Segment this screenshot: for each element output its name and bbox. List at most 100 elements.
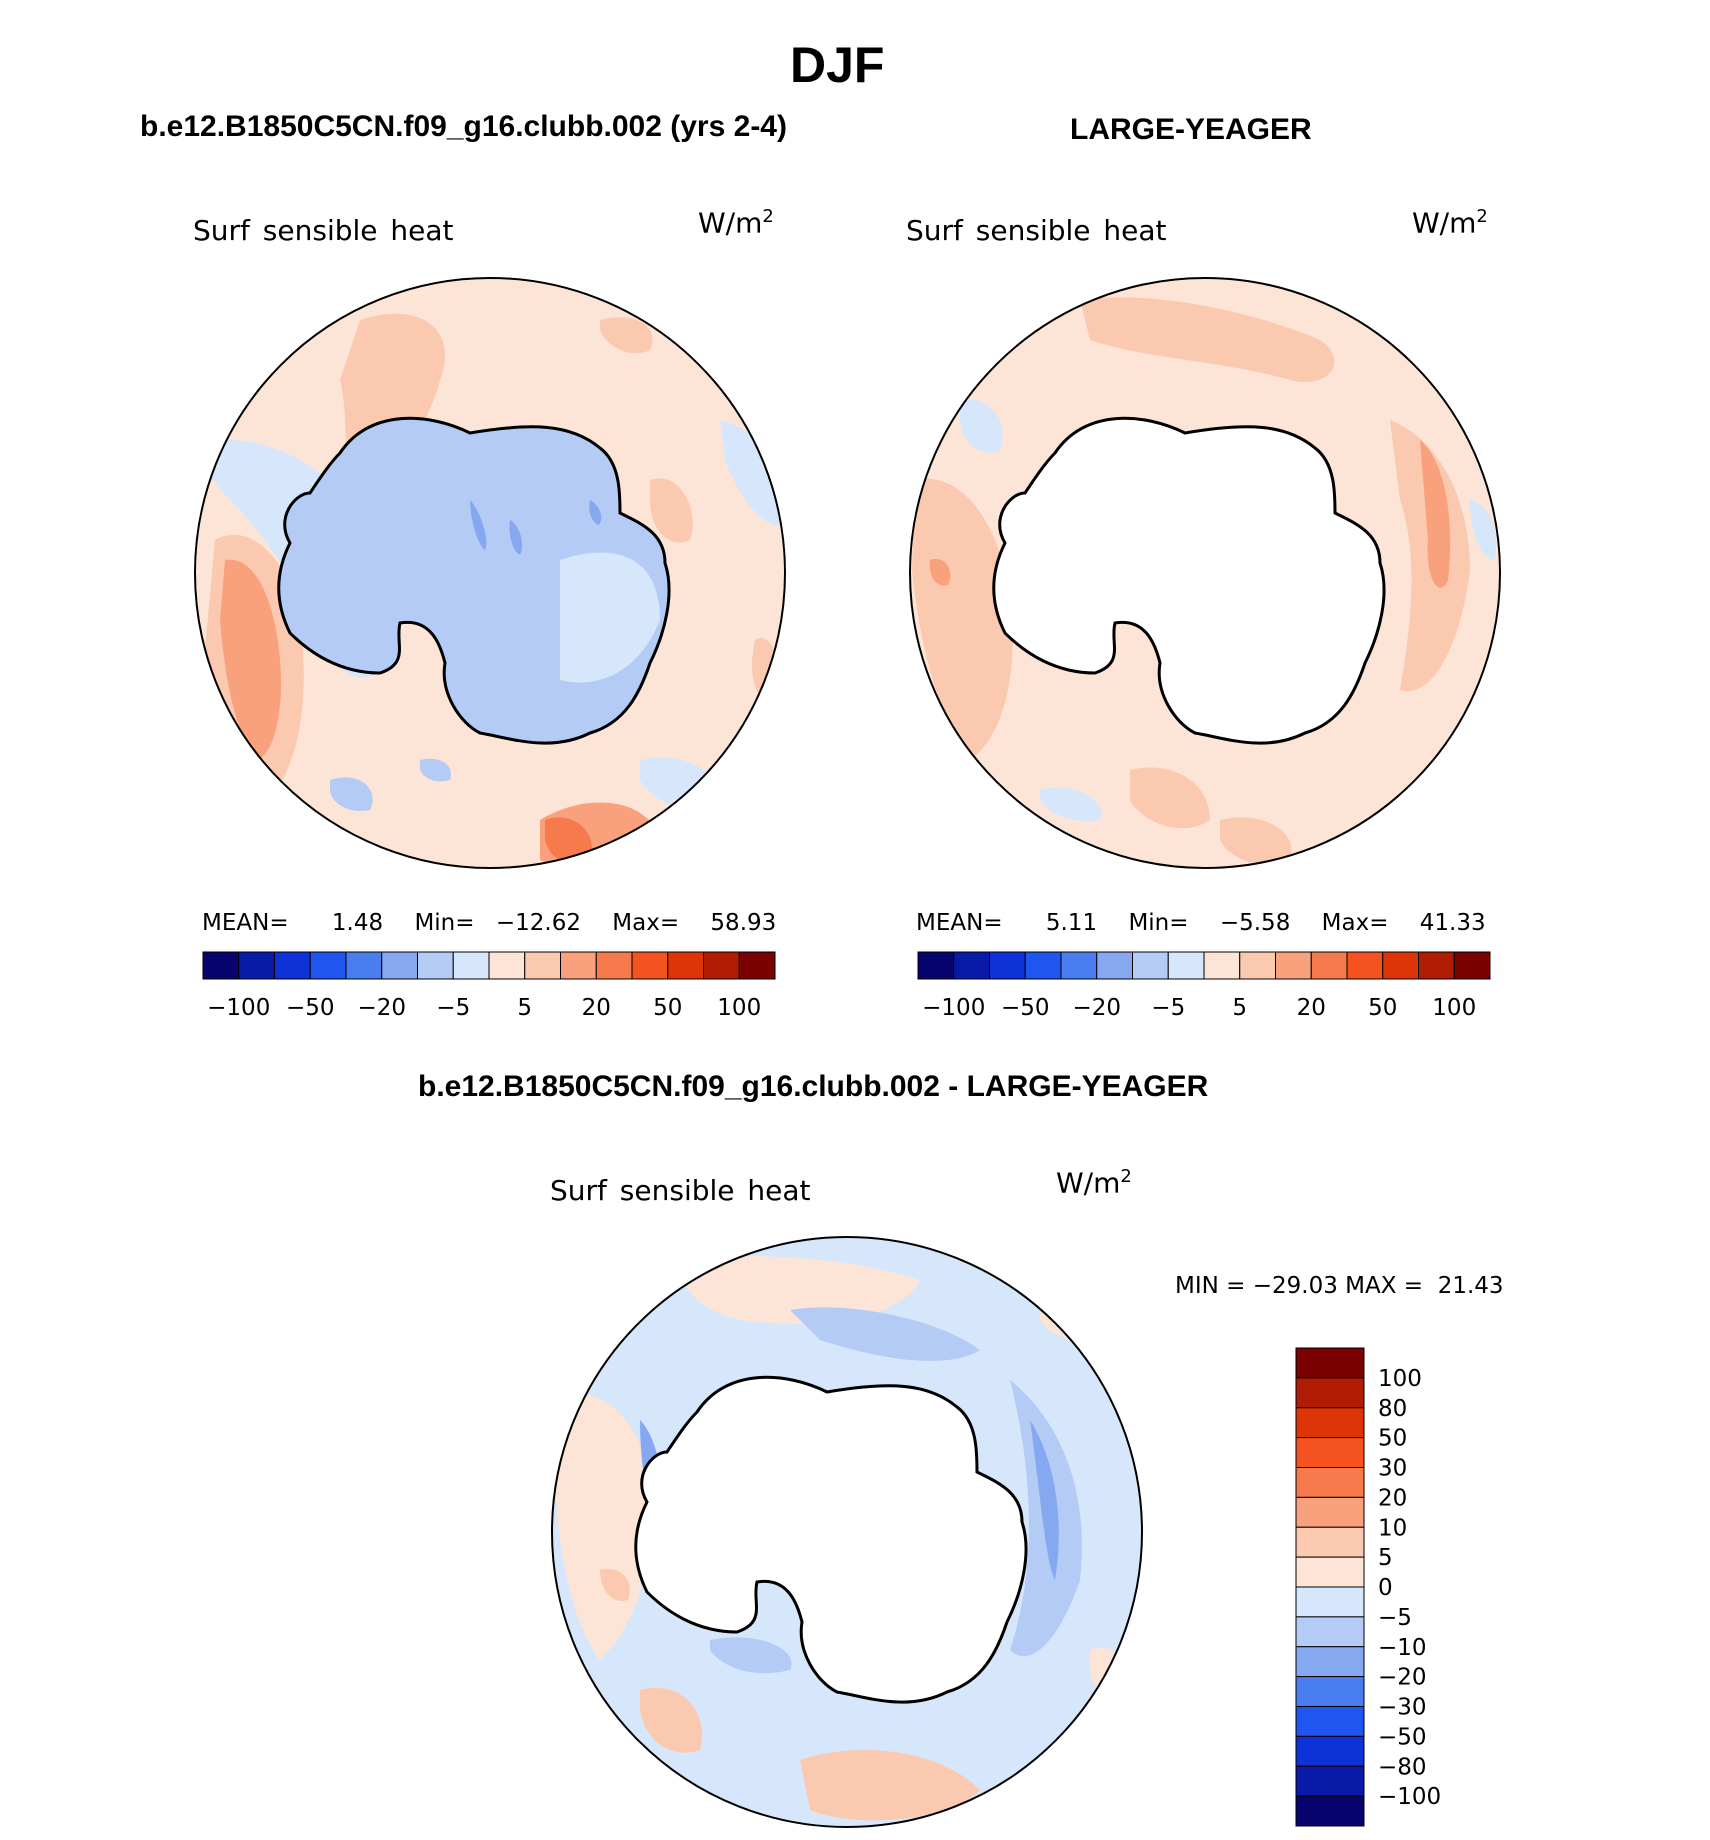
colorbar-swatch [1295,1467,1365,1498]
colorbar-swatch [1096,951,1133,980]
colorbar-tick-label: 5 [1232,995,1247,1021]
colorbar-tick-label: −100 [922,995,985,1021]
colorbar-tick-label: 20 [1378,1485,1407,1511]
colorbar-swatch [452,951,490,980]
max-value: 41.33 [1419,910,1486,936]
colorbar-tick-label: −50 [1001,995,1050,1021]
colorbar-swatch [1295,1795,1365,1827]
colorbar-swatch [381,951,418,980]
colorbar-swatch [1295,1735,1365,1767]
colorbar-tick-label: 100 [1432,995,1476,1021]
colorbar-tick-label: −30 [1378,1695,1427,1721]
min-value: −12.62 [495,910,581,936]
colorbar-tick-label: −10 [1378,1635,1427,1661]
colorbar-swatch [667,951,704,980]
colorbar-swatch [1295,1586,1365,1618]
min-value: −5.58 [1219,910,1291,936]
colorbar-tick-label: 100 [1378,1366,1422,1392]
figure-title: DJF [790,37,885,93]
colorbar-swatch [1382,951,1419,980]
colorbar-tick-label: −20 [1378,1665,1427,1691]
panel-1-variable: Surf sensible heat [193,214,454,247]
colorbar-tick-label: 5 [1378,1545,1393,1571]
diff-map [552,1237,1142,1827]
colorbar-swatch [488,951,526,980]
colorbar-swatch [1295,1676,1365,1707]
colorbar-tick-label: −80 [1378,1754,1427,1780]
diff-variable: Surf sensible heat [550,1174,811,1207]
colorbar-tick-label: 50 [1378,1426,1407,1452]
colorbar-swatch [1295,1706,1365,1737]
max-value: 58.93 [710,910,777,936]
colorbar-tick-label: −5 [1151,995,1185,1021]
colorbar-swatch [1295,1765,1365,1797]
colorbar-tick-label: 5 [517,995,532,1021]
colorbar-tick-label: 50 [1368,995,1397,1021]
colorbar-tick-label: −50 [286,995,335,1021]
colorbar-swatch [1132,951,1169,980]
panel-2-stats: MEAN= 5.11 Min= −5.58 Max= 41.33 [916,910,1486,936]
mean-value: 1.48 [331,910,384,936]
panel-1-units: W/m2 [698,206,774,240]
colorbar-tick-label: −5 [436,995,470,1021]
colorbar-swatch [1310,951,1348,980]
colorbar-tick-label: 0 [1378,1575,1393,1601]
panel-2-map [910,278,1500,868]
min-label: Min= [414,910,475,936]
colorbar-swatch [1239,951,1276,980]
colorbar-tick-label: 80 [1378,1396,1407,1422]
panel-2-heading: LARGE-YEAGER [1070,113,1312,146]
colorbar-tick-label: 100 [717,995,761,1021]
colorbar-tick-label: 50 [653,995,682,1021]
colorbar-swatch [417,951,454,980]
max-label: Max= [1321,910,1389,936]
colorbar-swatch [989,951,1026,980]
colorbar-swatch [1295,1377,1365,1409]
colorbar-swatch [309,951,347,980]
diff-stats: MIN = −29.03 MAX = 21.43 [1175,1273,1504,1299]
colorbar-swatch [917,951,955,980]
colorbar-swatch [953,951,990,980]
colorbar-swatch [1167,951,1205,980]
colorbar-swatch [1295,1347,1365,1379]
colorbar-swatch [1295,1616,1365,1648]
colorbar-tick-label: 20 [1297,995,1326,1021]
colorbar-swatch [1060,951,1098,980]
colorbar-tick-label: −50 [1378,1724,1427,1750]
panel-2-map-border [909,277,1501,869]
panel-1-map-border [194,277,786,869]
colorbar-tick-label: −5 [1378,1605,1412,1631]
colorbar-swatch [202,951,240,980]
panel-1-colorbar: −100 −50 −20 −5 5 20 50 100 [202,951,776,1021]
diff-map-border [551,1236,1143,1828]
panel-1-stats: MEAN= 1.48 Min= −12.62 Max= 58.93 [202,910,776,936]
colorbar-tick-label: −20 [357,995,406,1021]
colorbar-swatch [524,951,561,980]
colorbar-swatch [1203,951,1241,980]
mean-label: MEAN= [916,910,1003,936]
colorbar-swatch [1295,1437,1365,1468]
diff-heading: b.e12.B1850C5CN.f09_g16.clubb.002 - LARG… [418,1070,1209,1103]
panel-1-heading: b.e12.B1850C5CN.f09_g16.clubb.002 (yrs 2… [140,110,787,143]
colorbar-swatch [1275,951,1312,980]
colorbar-swatch [274,951,311,980]
colorbar-swatch [703,951,740,980]
colorbar-swatch [595,951,633,980]
colorbar-tick-label: −20 [1072,995,1121,1021]
panel-2-colorbar: −100 −50 −20 −5 5 20 50 100 [917,951,1491,1021]
panel-2-variable: Surf sensible heat [906,214,1167,247]
colorbar-swatch [1295,1556,1365,1588]
colorbar-swatch [1295,1646,1365,1678]
colorbar-swatch [1295,1407,1365,1439]
colorbar-swatch [238,951,275,980]
mean-value: 5.11 [1045,910,1098,936]
colorbar-tick-label: 10 [1378,1515,1407,1541]
colorbar-swatch [1295,1526,1365,1558]
colorbar-tick-label: 30 [1378,1456,1407,1482]
colorbar-swatch [1418,951,1455,980]
colorbar-swatch [1295,1496,1365,1528]
colorbar-swatch [1346,951,1384,980]
colorbar-swatch [1024,951,1062,980]
